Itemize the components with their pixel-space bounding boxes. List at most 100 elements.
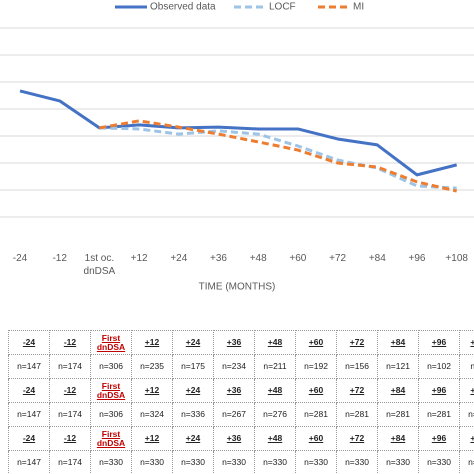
count-cell: n=281 [377, 402, 419, 427]
table-row: -24 -12 First dnDSA +12 +24 +36 +48 +60 +72 +84 +9… [8, 378, 474, 403]
header-cell: +96 [418, 426, 460, 451]
x-tick-label: +108 [445, 253, 468, 264]
header-cell: +96 [418, 330, 460, 355]
count-cell: n=234 [213, 354, 255, 379]
count-cell: n=121 [377, 354, 419, 379]
table-row: -24 -12 First dnDSA +12 +24 +36 +48 +60 +72 +84 +9… [8, 330, 474, 355]
x-tick-label: 1st oc. dnDSA [83, 253, 116, 277]
legend-label: LOCF [269, 2, 296, 13]
series-line [99, 126, 457, 190]
header-cell: +12 [131, 378, 173, 403]
count-cell: n=102 [418, 354, 460, 379]
series-line [19, 89, 458, 177]
header-cell: -24 [8, 426, 50, 451]
x-tick-label: +48 [249, 253, 267, 264]
header-cell: +12 [131, 426, 173, 451]
series-line [99, 119, 458, 193]
count-cell: n=336 [172, 402, 214, 427]
header-cell: +96 [418, 378, 460, 403]
table-row: -24 -12 First dnDSA +12 +24 +36 +48 +60 +72 +84 +9… [8, 426, 474, 451]
count-cell: n=147 [8, 450, 50, 474]
header-cell: +12 [131, 330, 173, 355]
chart: TIME (MONTHS) Observed data LOCF MI [0, 2, 474, 293]
header-cell: +84 [377, 426, 419, 451]
count-cell: n=174 [49, 402, 91, 427]
count-cell: n=174 [49, 450, 91, 474]
count-cell: n=276 [254, 402, 296, 427]
header-cell: +48 [254, 378, 296, 403]
count-cell: n=306 [90, 402, 132, 427]
count-cell: n=324 [131, 402, 173, 427]
header-cell: +84 [377, 330, 419, 355]
header-cell: -24 [8, 330, 50, 355]
header-cell: -12 [49, 378, 91, 403]
legend-label: Observed data [150, 2, 216, 13]
count-cell: n=156 [336, 354, 378, 379]
table: -24 -12 First dnDSA +12 +24 +36 +48 +60 +72 +84 +9… [8, 330, 474, 474]
count-cell: n=306 [90, 354, 132, 379]
count-cell: n=330 [254, 450, 296, 474]
header-cell: First dnDSA [90, 330, 132, 355]
header-cell: +72 [336, 378, 378, 403]
header-cell: +36 [213, 378, 255, 403]
count-cell: n=281 [336, 402, 378, 427]
header-cell: First dnDSA [90, 378, 132, 403]
count-cell: n=175 [172, 354, 214, 379]
count-cell: n=147 [8, 354, 50, 379]
header-cell: +72 [336, 330, 378, 355]
header-cell: -24 [8, 378, 50, 403]
header-cell: +24 [172, 378, 214, 403]
count-cell: n=330 [336, 450, 378, 474]
count-cell: n=330 [213, 450, 255, 474]
header-cell: +36 [213, 330, 255, 355]
header-cell: -12 [49, 426, 91, 451]
header-cell: +60 [295, 426, 337, 451]
count-cell: n=65 [459, 354, 474, 379]
count-cell: n=147 [8, 402, 50, 427]
count-cell: n=330 [377, 450, 419, 474]
count-cell: n=330 [90, 450, 132, 474]
x-tick-label: +24 [170, 253, 188, 264]
x-tick-label: +12 [130, 253, 148, 264]
x-tick-label: -12 [52, 253, 67, 264]
header-cell: -12 [49, 330, 91, 355]
count-cell: n=330 [131, 450, 173, 474]
x-tick-label: +96 [408, 253, 426, 264]
header-cell: +108 [459, 330, 474, 355]
table-row: n=147 n=174 n=306 n=324 n=336 n=267 n=276 n=281… [8, 402, 474, 427]
x-tick-label: +72 [329, 253, 347, 264]
count-cell: n=235 [131, 354, 173, 379]
table-wrap: -24 -12 First dnDSA +12 +24 +36 +48 +60 +72 +84 +9… [0, 330, 474, 474]
count-cell: n=281 [418, 402, 460, 427]
count-cell: n=281 [459, 402, 474, 427]
count-cell: n=192 [295, 354, 337, 379]
count-cell: n=330 [418, 450, 460, 474]
table-row: n=147 n=174 n=330 n=330 n=330 n=330 n=330 n=330… [8, 450, 474, 474]
count-cell: n=211 [254, 354, 296, 379]
x-axis-label: TIME (MONTHS) [199, 282, 276, 293]
header-cell: +108 [459, 378, 474, 403]
header-cell: +60 [295, 330, 337, 355]
count-cell: n=267 [213, 402, 255, 427]
count-cell: n=330 [172, 450, 214, 474]
header-cell: First dnDSA [90, 426, 132, 451]
x-tick-label: -24 [12, 253, 28, 264]
header-cell: +24 [172, 330, 214, 355]
table-row: n=147 n=174 n=306 n=235 n=175 n=234 n=211 n=192… [8, 354, 474, 379]
header-cell: +36 [213, 426, 255, 451]
header-cell: +48 [254, 426, 296, 451]
header-cell: +72 [336, 426, 378, 451]
header-cell: +108 [459, 426, 474, 451]
header-cell: +48 [254, 330, 296, 355]
count-cell: n=330 [459, 450, 474, 474]
legend-label: MI [353, 2, 364, 13]
count-cell: n=330 [295, 450, 337, 474]
count-cell: n=174 [49, 354, 91, 379]
header-cell: +24 [172, 426, 214, 451]
x-tick-label: +84 [368, 253, 386, 264]
x-tick-label: +36 [210, 253, 227, 264]
x-tick-label: +60 [289, 253, 307, 264]
count-cell: n=281 [295, 402, 337, 427]
header-cell: +60 [295, 378, 337, 403]
